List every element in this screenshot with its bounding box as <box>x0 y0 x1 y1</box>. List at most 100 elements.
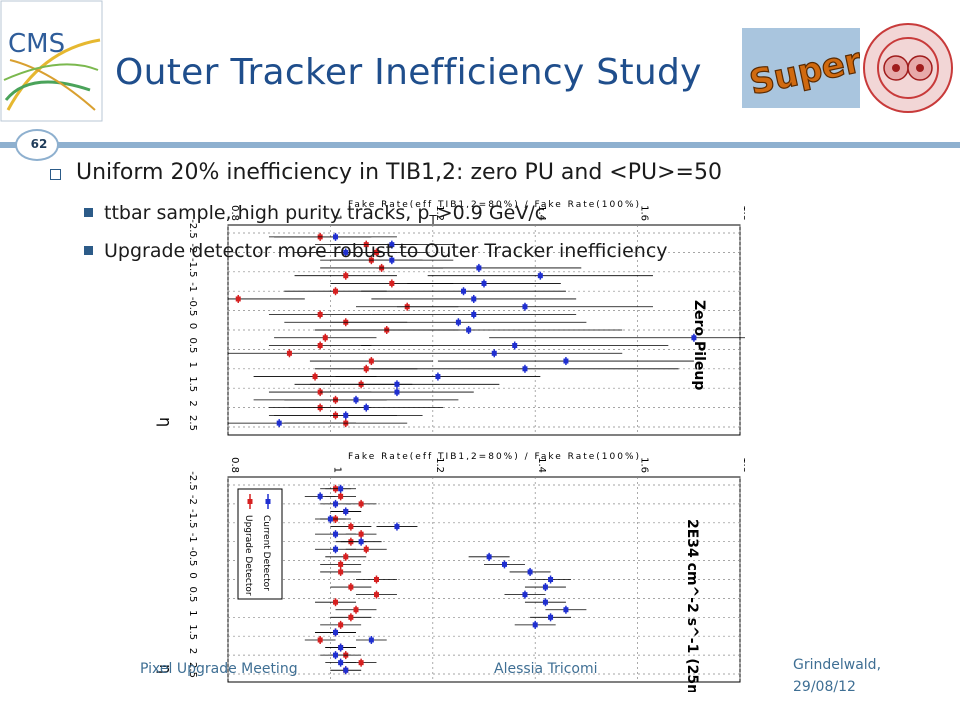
tick-label-ratio: 1.8 <box>741 205 745 221</box>
data-point <box>368 637 374 643</box>
data-point <box>358 531 364 537</box>
data-point <box>394 389 400 395</box>
tick-label-eta: 2.5 <box>187 415 198 431</box>
axis-label-eta: η <box>156 664 175 674</box>
bullet-1-text: Uniform 20% inefficiency in TIB1,2: zero… <box>76 160 722 185</box>
data-point <box>353 607 359 613</box>
tick-label-ratio: 1.2 <box>434 205 445 221</box>
tick-label-eta: 2 <box>187 648 198 654</box>
data-point <box>389 242 395 248</box>
tick-label-ratio: 1.6 <box>639 457 650 473</box>
tick-label-eta: 0.5 <box>187 337 198 353</box>
tick-label-ratio: 1.4 <box>536 457 547 473</box>
data-point <box>312 374 318 380</box>
tick-label-ratio: 0.8 <box>229 457 240 473</box>
footer-place: Grindelwald, <box>793 657 882 673</box>
axis-label-eta: η <box>156 417 175 427</box>
data-point <box>394 524 400 530</box>
super-logo: Super <box>742 28 860 108</box>
data-point <box>563 358 569 364</box>
data-point <box>363 405 369 411</box>
data-point <box>333 629 339 635</box>
data-point <box>486 554 492 560</box>
tick-label-eta: 1.5 <box>187 624 198 640</box>
data-point <box>333 501 339 507</box>
data-point <box>435 374 441 380</box>
data-point <box>333 234 339 240</box>
data-point <box>317 637 323 643</box>
data-point <box>317 311 323 317</box>
data-point <box>501 561 507 567</box>
data-point <box>322 335 328 341</box>
data-point <box>317 493 323 499</box>
data-point <box>373 592 379 598</box>
data-point <box>471 311 477 317</box>
data-point <box>338 493 344 499</box>
legend-entry: Current Detector <box>261 515 271 591</box>
page-number-badge: 62 <box>15 129 59 161</box>
tick-label-eta: -1.5 <box>187 258 198 278</box>
cms-logo: CMS <box>0 0 103 122</box>
tick-label-eta: 1.5 <box>187 376 198 392</box>
tick-label-ratio: 1.4 <box>536 205 547 221</box>
page-number: 62 <box>30 137 48 151</box>
tick-label-eta: 1 <box>187 610 198 616</box>
data-point <box>338 622 344 628</box>
data-point <box>537 273 543 279</box>
bullet-marker-filled <box>84 208 93 217</box>
legend-entry: Upgrade Detector <box>243 515 253 596</box>
data-point <box>348 524 354 530</box>
tick-label-eta: -2.5 <box>187 219 198 239</box>
chart-title: Fake Rate(eff TIB1,2=80%) / Fake Rate(10… <box>348 452 641 462</box>
title-rule: 62 <box>0 129 960 161</box>
data-point <box>317 343 323 349</box>
tick-label-eta: -2.5 <box>187 471 198 491</box>
footer-place-date: Grindelwald, 29/08/12 <box>793 654 953 698</box>
svg-text:CMS: CMS <box>8 29 65 59</box>
chart-zero-pileup: 0.8 1 1.2 1.4 1.6 1.8 -2.5 -2 -1.5 -1 -0.5 0 0.5 1 1.5… <box>156 200 745 436</box>
bullet-marker-filled <box>84 246 93 255</box>
data-point <box>348 584 354 590</box>
data-point <box>466 327 472 333</box>
tick-label-ratio: 1.2 <box>434 457 445 473</box>
tick-label-eta: -1.5 <box>187 509 198 529</box>
data-point <box>286 350 292 356</box>
legend-box <box>237 488 283 600</box>
data-point <box>373 577 379 582</box>
data-point <box>343 508 349 514</box>
data-point <box>276 420 282 426</box>
data-point <box>471 296 477 302</box>
data-point <box>522 592 528 598</box>
data-point <box>691 335 697 341</box>
bullet-3-text: Upgrade detector more robust to Outer Tr… <box>104 240 668 262</box>
data-point <box>491 350 497 356</box>
tick-label-eta: -0.5 <box>187 297 198 317</box>
data-point <box>542 599 548 605</box>
data-point <box>348 614 354 620</box>
tick-label-eta: -2 <box>187 495 198 505</box>
data-point <box>343 273 349 279</box>
footer-author: Alessia Tricomi <box>494 661 598 677</box>
data-point <box>338 561 344 567</box>
data-point <box>389 280 395 286</box>
data-point <box>343 249 349 255</box>
bullet-marker-hollow <box>50 169 61 180</box>
data-point <box>343 667 349 673</box>
data-point <box>358 660 364 666</box>
data-point <box>512 343 518 349</box>
data-point <box>363 366 369 372</box>
footer-meeting: Pixel Upgrade Meeting <box>140 661 298 677</box>
data-point <box>368 358 374 364</box>
footer-date: 29/08/12 <box>793 679 856 695</box>
data-point <box>338 645 344 651</box>
tick-label-eta: 0 <box>187 572 198 578</box>
data-point <box>548 614 554 620</box>
tick-label-ratio: 1 <box>331 215 342 221</box>
data-point <box>338 486 344 492</box>
slide-title: Outer Tracker Inefficiency Study <box>115 52 702 93</box>
data-point <box>389 257 395 263</box>
data-point <box>548 577 554 582</box>
data-point <box>358 501 364 507</box>
data-point <box>343 554 349 560</box>
tick-label-eta: -1 <box>187 282 198 292</box>
